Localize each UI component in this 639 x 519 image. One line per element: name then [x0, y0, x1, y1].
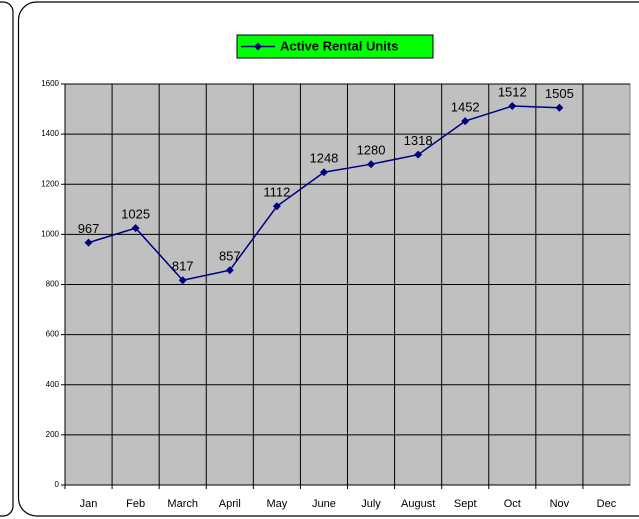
data-label: 1452 — [451, 100, 480, 115]
y-tick-label: 1600 — [41, 79, 59, 88]
x-tick-label: May — [266, 498, 287, 510]
point-marker — [131, 224, 140, 233]
plot-area: 0 200 400 600 800 1000 1200 1400 1600 Jan Feb March… — [41, 79, 631, 510]
y-tick-label: 1400 — [41, 129, 59, 138]
x-tick-label: August — [401, 498, 435, 510]
legend-label: Active Rental Units — [280, 38, 398, 53]
x-tick-label: March — [167, 498, 198, 510]
side-frame — [0, 1, 14, 517]
data-label: 1025 — [121, 207, 150, 222]
data-label: 1318 — [404, 133, 433, 148]
y-tick-label: 1200 — [41, 179, 59, 188]
legend: Active Rental Units — [236, 34, 434, 59]
x-tick-label: June — [312, 498, 336, 510]
y-tick-label: 1000 — [41, 229, 59, 238]
point-marker — [272, 202, 281, 211]
point-marker — [508, 102, 517, 111]
x-tick-label: April — [219, 498, 241, 510]
y-tick-label: 0 — [55, 480, 60, 489]
x-tick-label: Nov — [550, 498, 570, 510]
point-marker — [319, 168, 328, 177]
point-marker — [225, 266, 234, 275]
x-tick-label: Oct — [504, 498, 521, 510]
data-label: 967 — [78, 221, 100, 236]
y-tick-label: 400 — [46, 380, 60, 389]
x-tick-label: Feb — [126, 498, 145, 510]
data-label: 1512 — [498, 84, 527, 99]
data-label: 1280 — [357, 143, 386, 158]
point-marker — [461, 117, 470, 126]
x-tick-label: July — [361, 498, 381, 510]
point-marker — [178, 276, 187, 285]
point-marker — [414, 150, 423, 159]
data-label: 1112 — [263, 185, 290, 200]
data-label: 857 — [219, 249, 241, 264]
x-tick-label: Jan — [80, 498, 98, 510]
y-tick-label: 800 — [46, 280, 60, 289]
data-label: 817 — [172, 259, 194, 274]
legend-marker — [254, 42, 262, 51]
y-tick-label: 200 — [46, 430, 60, 439]
y-tick-label: 600 — [46, 330, 60, 339]
point-marker — [84, 238, 93, 247]
x-tick-label: Sept — [454, 498, 477, 510]
point-marker — [367, 160, 376, 169]
x-tick-label: Dec — [597, 498, 617, 510]
data-label: 1248 — [309, 151, 338, 166]
legend-box — [236, 34, 434, 59]
data-label: 1505 — [545, 86, 574, 101]
point-marker — [555, 103, 564, 112]
